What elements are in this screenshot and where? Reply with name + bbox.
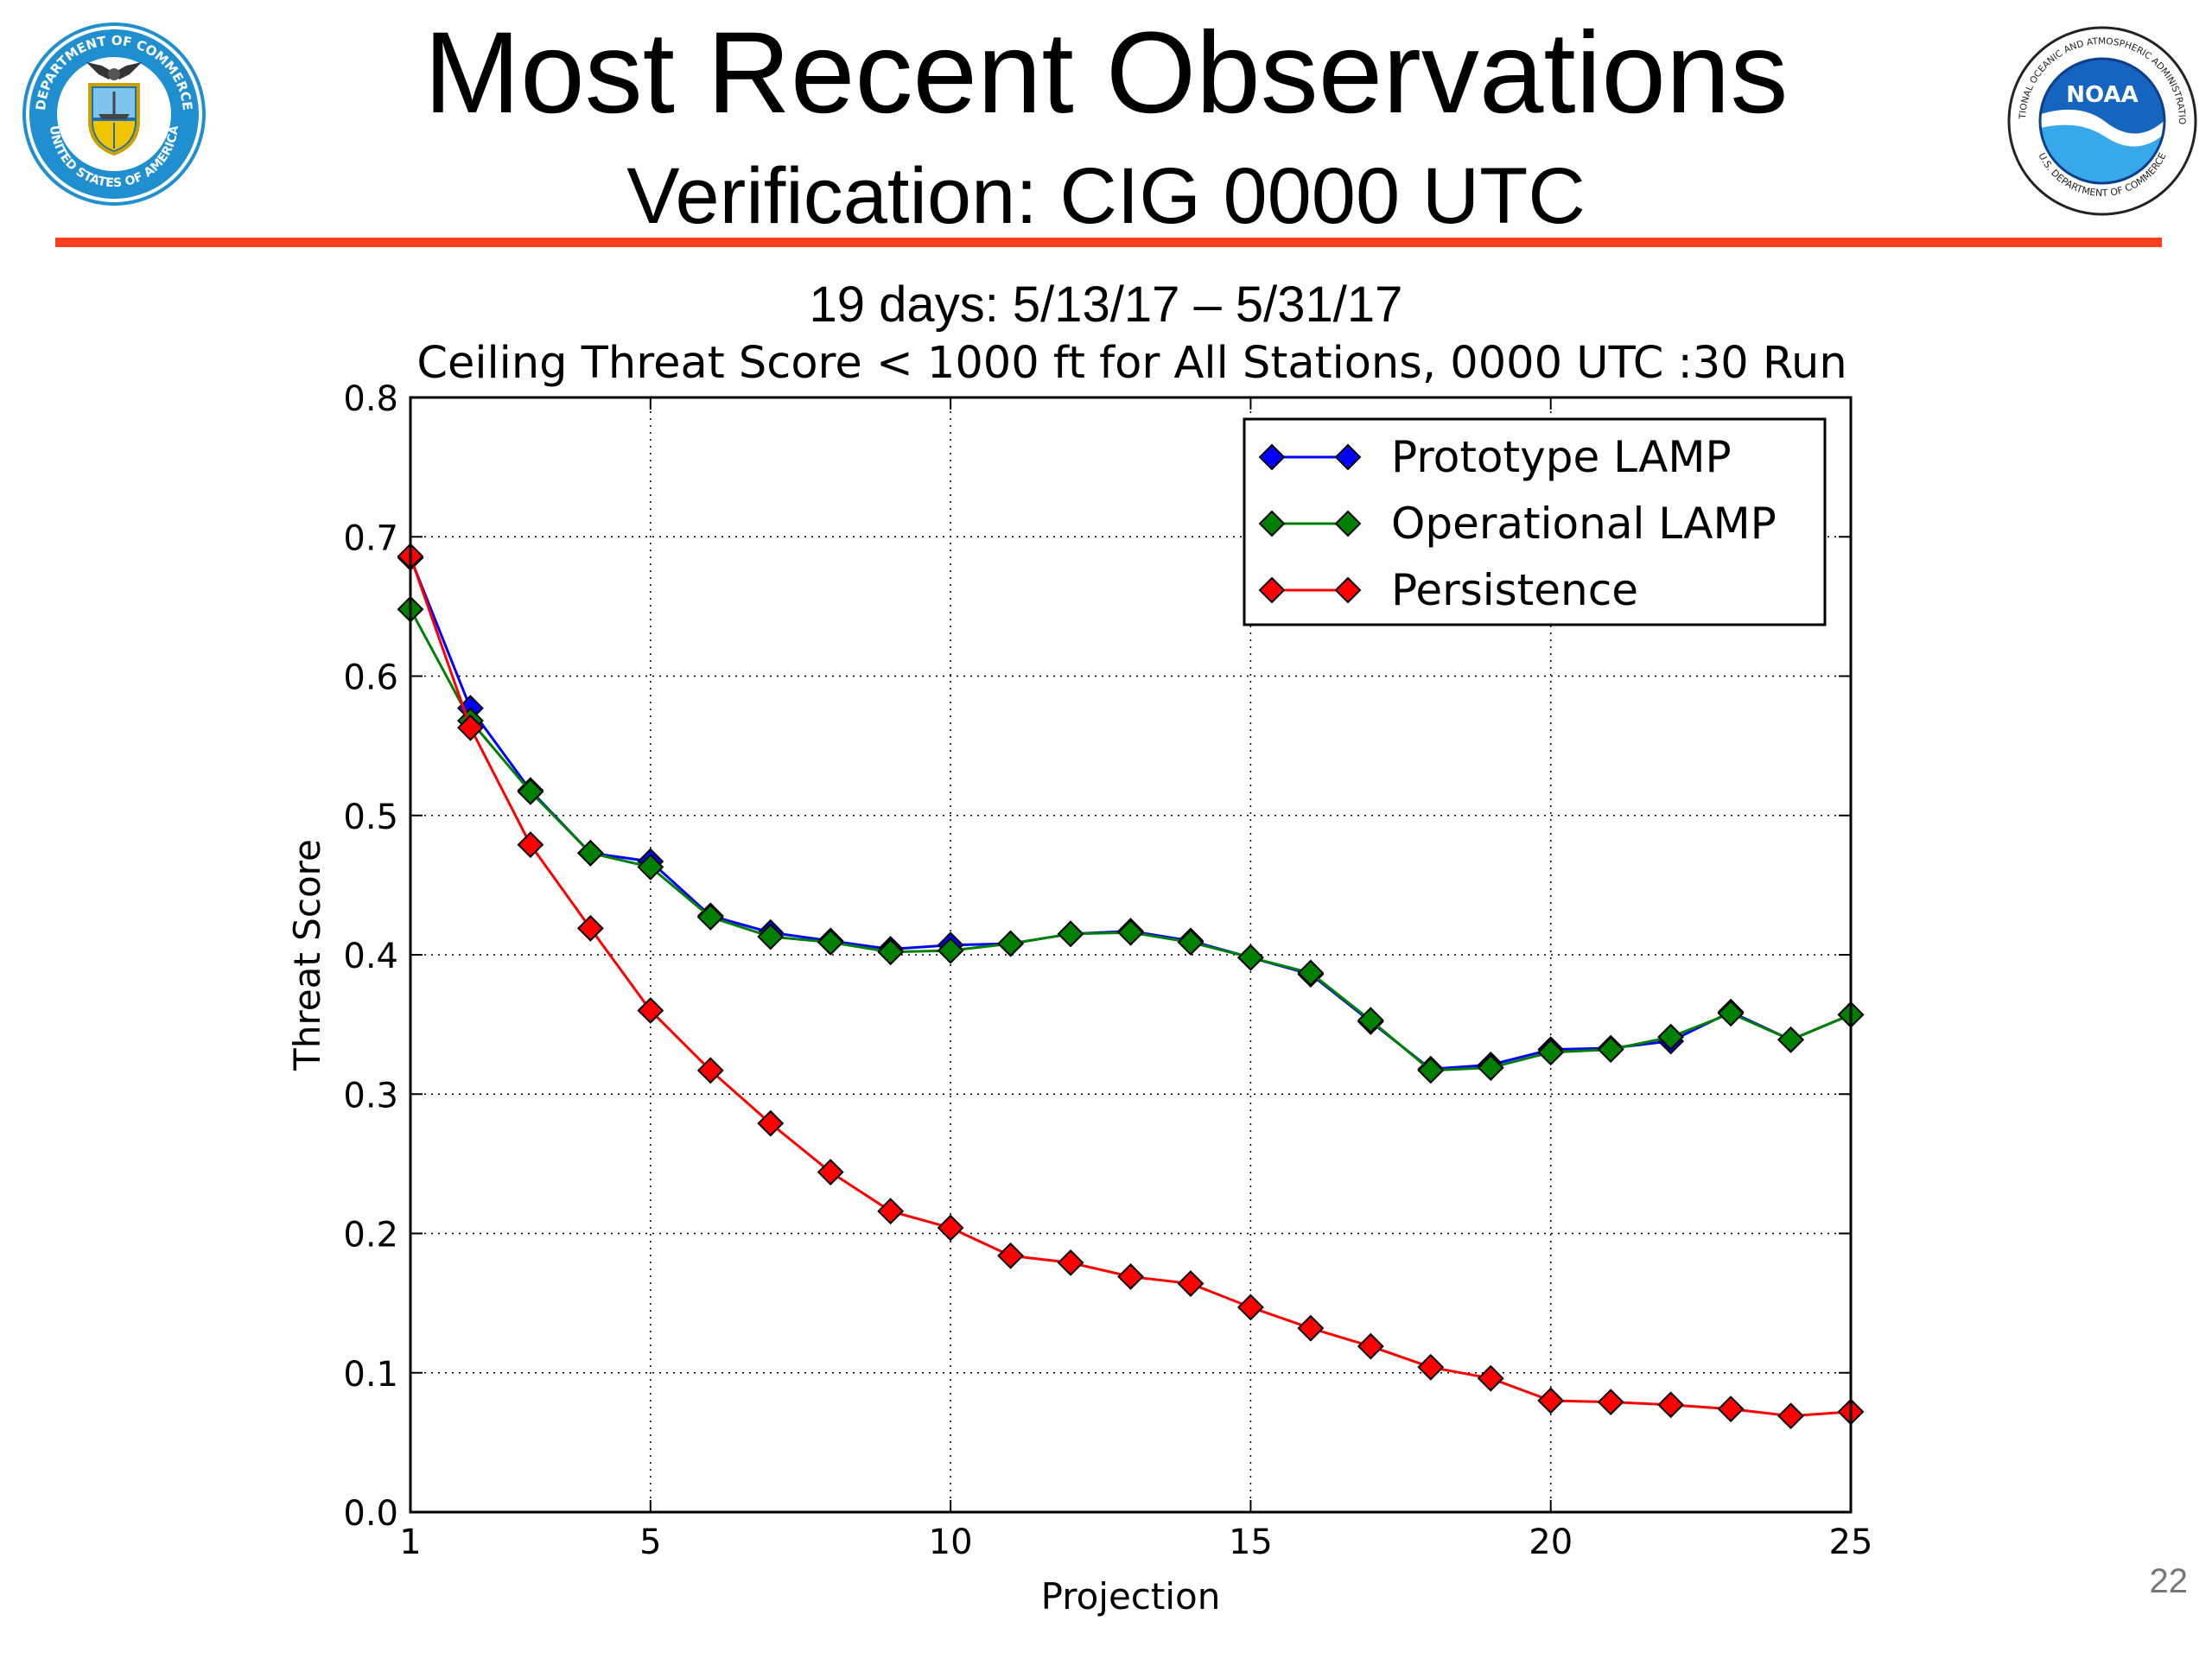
data-point-persistence (1597, 1389, 1624, 1416)
data-point-operational-lamp (1417, 1057, 1445, 1084)
data-point-persistence (1357, 1332, 1384, 1360)
legend-item-operational-lamp: Operational LAMP (1258, 499, 1777, 549)
data-point-persistence (1297, 1314, 1325, 1342)
data-point-persistence (1777, 1402, 1804, 1430)
data-point-persistence (1177, 1270, 1205, 1297)
data-point-persistence (997, 1242, 1024, 1269)
data-point-operational-lamp (517, 778, 544, 805)
series-line-prototype-lamp (409, 556, 1852, 1071)
data-point-operational-lamp (1117, 918, 1144, 946)
data-point-operational-lamp (1477, 1054, 1504, 1082)
y-tick-label: 0.8 (343, 379, 398, 419)
data-point-operational-lamp (1777, 1026, 1804, 1053)
title-divider (55, 238, 2162, 247)
data-point-persistence (457, 714, 484, 741)
data-point-persistence (576, 914, 604, 942)
data-point-operational-lamp (1537, 1039, 1565, 1066)
data-point-operational-lamp (937, 937, 964, 964)
slide-subtitle: Verification: CIG 0000 UTC (626, 152, 1586, 240)
data-point-persistence (1717, 1395, 1745, 1423)
data-point-operational-lamp (696, 904, 724, 931)
data-point-persistence (757, 1109, 785, 1137)
data-point-operational-lamp (817, 929, 844, 956)
series-persistence (397, 543, 1865, 1430)
data-point-operational-lamp (877, 938, 905, 966)
data-point-persistence (877, 1198, 905, 1225)
data-point-persistence (1237, 1294, 1264, 1321)
legend-marker (1258, 443, 1286, 471)
x-tick-label: 10 (929, 1522, 973, 1562)
slide-number: 22 (2149, 1562, 2189, 1600)
data-point-operational-lamp (997, 930, 1024, 957)
chart-title: Ceiling Threat Score < 1000 ft for All S… (416, 338, 1847, 389)
noaa-logo-icon: NATIONAL OCEANIC AND ATMOSPHERIC ADMINIS… (2003, 19, 2197, 216)
legend-marker (1334, 510, 1362, 537)
legend-marker (1334, 443, 1362, 471)
legend-label: Prototype LAMP (1391, 432, 1732, 482)
legend-marker (1258, 510, 1286, 537)
x-tick-label: 1 (399, 1522, 421, 1562)
data-point-operational-lamp (576, 839, 604, 867)
y-tick-label: 0.2 (343, 1216, 398, 1255)
x-tick-label: 15 (1229, 1522, 1273, 1562)
legend-marker (1334, 576, 1362, 604)
department-of-commerce-seal-icon: DEPARTMENT OF COMMERCE UNITED STATES OF … (22, 22, 206, 206)
legend-label: Persistence (1391, 565, 1638, 615)
chart-series (397, 543, 1865, 1430)
data-point-operational-lamp (1357, 1007, 1384, 1034)
data-point-persistence (1657, 1391, 1685, 1419)
series-operational-lamp (397, 595, 1865, 1084)
data-point-persistence (1417, 1353, 1445, 1381)
date-range-label: 19 days: 5/13/17 – 5/31/17 (809, 276, 1403, 333)
data-point-persistence (1477, 1364, 1504, 1392)
y-axis: 0.0 0.1 0.2 0.3 0.4 0.5 0.6 0.7 0.8 (343, 379, 1851, 1534)
y-tick-label: 0.5 (343, 798, 398, 837)
data-point-operational-lamp (1177, 929, 1205, 956)
x-tick-label: 20 (1529, 1522, 1573, 1562)
x-axis: 1 5 10 15 20 25 (399, 397, 1872, 1562)
data-point-operational-lamp (757, 923, 785, 950)
data-point-persistence (517, 831, 544, 859)
legend-item-prototype-lamp: Prototype LAMP (1258, 432, 1732, 482)
data-point-persistence (637, 997, 664, 1024)
data-point-persistence (937, 1214, 964, 1242)
data-point-persistence (1117, 1263, 1144, 1290)
data-point-operational-lamp (1057, 920, 1084, 948)
y-tick-label: 0.3 (343, 1076, 398, 1116)
noaa-center-text: NOAA (2066, 82, 2138, 108)
x-tick-label: 25 (1829, 1522, 1873, 1562)
x-tick-label: 5 (639, 1522, 661, 1562)
data-point-persistence (1057, 1249, 1084, 1276)
data-point-operational-lamp (1657, 1023, 1685, 1051)
data-point-operational-lamp (1237, 944, 1264, 971)
legend-label: Operational LAMP (1391, 499, 1777, 549)
data-point-operational-lamp (1297, 959, 1325, 987)
plot-frame (409, 396, 1853, 1514)
chart-gridlines (410, 397, 1851, 1512)
legend-item-persistence: Persistence (1258, 565, 1638, 615)
data-point-operational-lamp (1597, 1036, 1624, 1064)
slide-title: Most Recent Observations (423, 9, 1789, 137)
y-tick-label: 0.7 (343, 518, 398, 558)
legend-marker (1258, 576, 1286, 604)
chart-legend: Prototype LAMP Operational LAMP Persistenc… (1243, 417, 1827, 626)
data-point-persistence (696, 1057, 724, 1084)
x-axis-label: Projection (1041, 1575, 1221, 1618)
y-tick-label: 0.6 (343, 658, 398, 698)
data-point-persistence (1537, 1387, 1565, 1414)
data-point-persistence (817, 1159, 844, 1185)
y-tick-label: 0.0 (343, 1494, 398, 1534)
y-axis-label: Threat Score (286, 839, 328, 1071)
y-tick-label: 0.4 (343, 937, 398, 976)
y-tick-label: 0.1 (343, 1355, 398, 1395)
data-point-operational-lamp (1717, 1000, 1745, 1027)
data-point-operational-lamp (637, 853, 664, 880)
series-line-operational-lamp (409, 608, 1852, 1072)
